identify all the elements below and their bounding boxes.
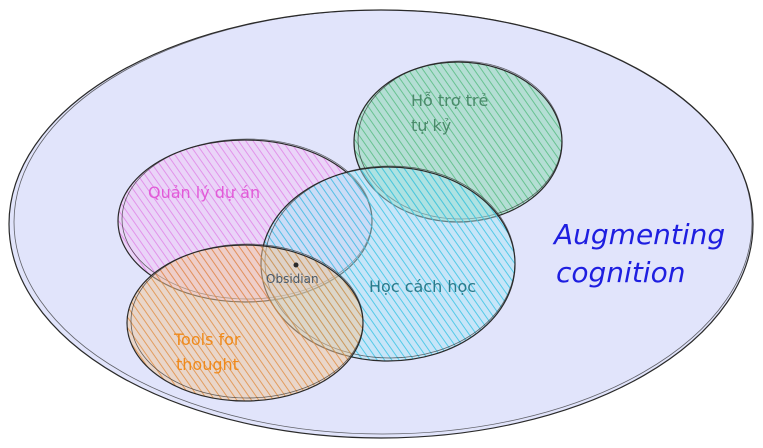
support-label-line2: tự kỷ <box>411 116 451 135</box>
tools-label-line1: Tools for <box>173 330 241 349</box>
center-dot <box>293 262 299 268</box>
support-label-line1: Hỗ trợ trẻ <box>411 91 488 110</box>
project-label: Quản lý dự án <box>148 183 260 202</box>
center-label: Obsidian <box>266 272 319 286</box>
learning-label: Học cách học <box>369 277 476 296</box>
tools-label-line2: thought <box>176 355 239 374</box>
outer-label-line2: cognition <box>556 256 685 289</box>
set-tools-circle <box>126 243 364 402</box>
outer-label-line1: Augmenting <box>552 218 725 251</box>
